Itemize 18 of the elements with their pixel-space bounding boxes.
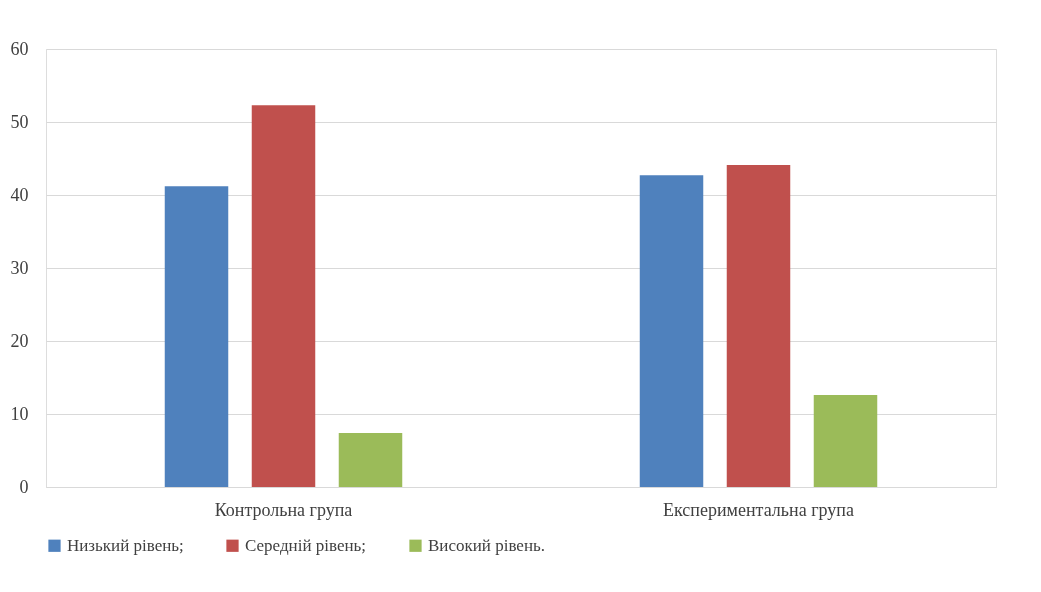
- y-tick-label: 50: [10, 111, 29, 132]
- bar: [639, 175, 704, 487]
- y-tick-label: 30: [10, 257, 29, 278]
- legend-label: Середній рівень;: [245, 535, 367, 555]
- bar: [251, 105, 316, 487]
- bar: [164, 186, 229, 487]
- y-tick-label: 20: [10, 330, 29, 351]
- x-tick-label: Експериментальна група: [663, 499, 854, 520]
- y-tick-label: 40: [10, 184, 29, 205]
- legend-label: Низький рівень;: [67, 535, 184, 555]
- legend-label: Високий рівень.: [428, 535, 545, 555]
- bar: [726, 165, 791, 487]
- y-tick-label: 60: [10, 38, 29, 59]
- bar: [338, 432, 403, 487]
- bar: [813, 395, 878, 487]
- y-tick-label: 0: [19, 476, 29, 497]
- x-tick-label: Контрольна група: [214, 499, 353, 520]
- y-tick-label: 10: [10, 403, 29, 424]
